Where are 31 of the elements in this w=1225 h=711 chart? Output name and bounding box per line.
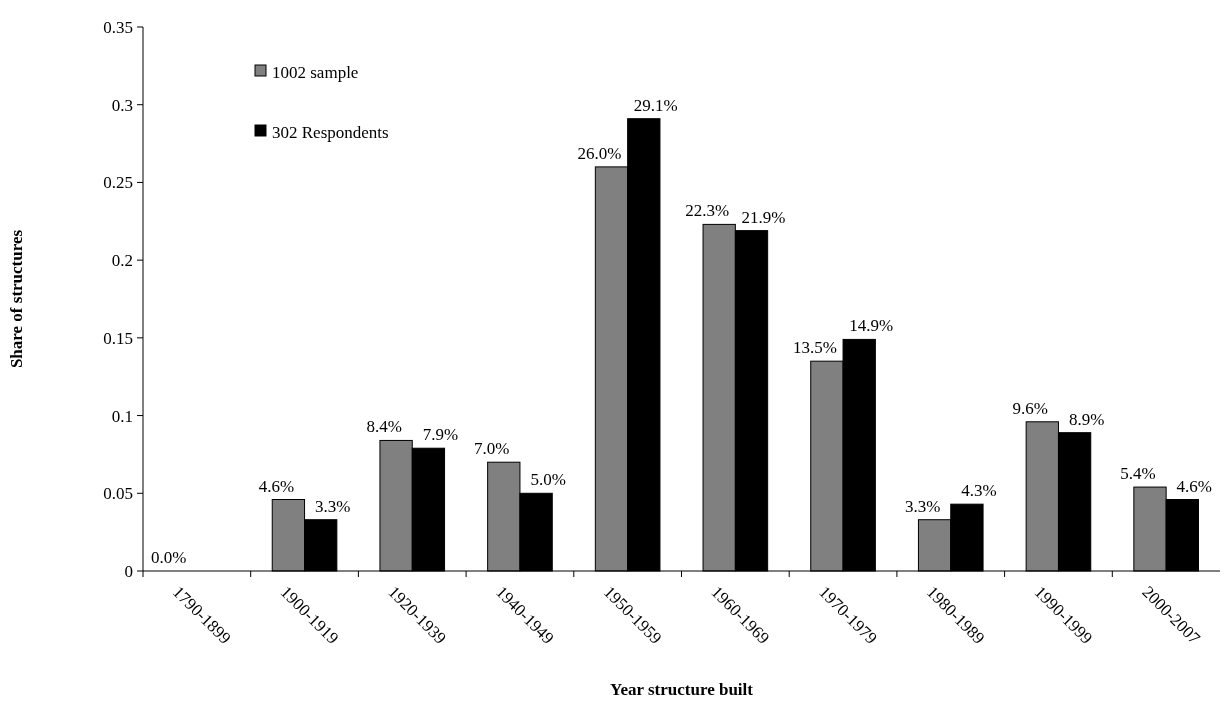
- data-label: 5.4%: [1120, 464, 1156, 484]
- data-label: 5.0%: [530, 470, 566, 490]
- y-tick-label: 0.3: [111, 95, 133, 115]
- data-label: 22.3%: [685, 201, 730, 221]
- data-label: 8.4%: [366, 417, 402, 437]
- data-label: 26.0%: [577, 143, 622, 163]
- data-label: 3.3%: [904, 496, 941, 516]
- data-label: 4.6%: [1176, 476, 1213, 496]
- y-axis-title: Share of structures: [7, 229, 26, 369]
- y-tick-label: 0.1: [111, 406, 133, 426]
- data-label: 4.6%: [258, 476, 295, 496]
- data-label: 4.3%: [961, 481, 997, 501]
- data-label: 21.9%: [741, 207, 786, 227]
- data-label: 14.9%: [849, 316, 894, 336]
- data-label: 9.6%: [1012, 398, 1049, 418]
- y-tick-label: 0.2: [111, 251, 133, 271]
- x-axis-title: Year structure built: [610, 680, 754, 699]
- data-label: 7.9%: [422, 425, 459, 445]
- data-label: 3.3%: [314, 496, 351, 516]
- data-label: 8.9%: [1068, 409, 1105, 429]
- data-label: 0.0%: [150, 548, 187, 567]
- legend-label: 1002 sample: [272, 62, 359, 82]
- y-tick-label: 0: [124, 561, 133, 581]
- y-tick-label: 0.15: [103, 328, 133, 348]
- data-label: 7.0%: [474, 439, 510, 459]
- y-tick-label: 0.35: [103, 17, 133, 37]
- data-label: 29.1%: [633, 95, 678, 115]
- y-tick-label: 0.25: [103, 173, 133, 193]
- data-label: 13.5%: [792, 338, 837, 358]
- y-tick-label: 0.05: [103, 484, 133, 504]
- legend-label: 302 Respondents: [272, 122, 389, 142]
